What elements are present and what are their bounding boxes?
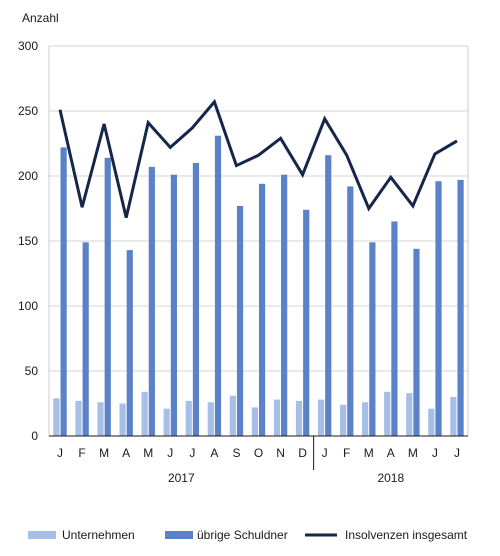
x-tick-label: A	[387, 446, 395, 460]
y-axis-ticks: 0 50 100 150 200 250 300	[18, 39, 38, 443]
bar-unternehmen	[406, 393, 413, 436]
year-labels: 2017 2018	[168, 436, 404, 485]
bar-uebrige-schuldner	[214, 135, 222, 436]
y-tick-label: 250	[18, 104, 38, 118]
bar-uebrige-schuldner	[303, 209, 310, 436]
bar-uebrige-schuldner	[391, 221, 398, 436]
x-tick-label: M	[143, 446, 153, 460]
x-tick-label: F	[78, 446, 85, 460]
bar-unternehmen	[119, 403, 126, 436]
bar-unternehmen	[384, 391, 391, 436]
legend-unternehmen: Unternehmen	[28, 528, 135, 542]
bar-unternehmen	[229, 395, 236, 436]
bar-uebrige-schuldner	[104, 157, 111, 437]
bar-unternehmen	[362, 402, 369, 436]
y-tick-label: 100	[18, 299, 38, 313]
bar-uebrige-schuldner	[457, 179, 464, 436]
x-tick-label: M	[364, 446, 374, 460]
x-tick-label: J	[167, 446, 173, 460]
x-tick-label: J	[57, 446, 63, 460]
bar-uebrige-schuldner	[170, 174, 177, 436]
bar-uebrige-schuldner	[236, 205, 244, 436]
bar-unternehmen	[53, 398, 60, 436]
y-tick-label: 300	[18, 39, 38, 53]
bar-unternehmen	[273, 399, 281, 436]
bar-unternehmen	[295, 400, 303, 436]
legend-swatch	[28, 531, 56, 539]
line-insolvenzen-insgesamt	[58, 98, 458, 218]
x-tick-label: O	[254, 446, 263, 460]
bar-unternehmen	[340, 404, 347, 436]
bar-uebrige-schuldner	[435, 181, 442, 436]
bar-unternehmen	[317, 399, 325, 436]
legend-swatch	[165, 531, 193, 539]
x-tick-label: J	[454, 446, 460, 460]
y-tick-label: 200	[18, 169, 38, 183]
x-tick-label: M	[408, 446, 418, 460]
bar-uebrige-schuldner	[192, 163, 200, 436]
bar-uebrige-schuldner	[60, 147, 67, 436]
x-tick-label: D	[298, 446, 307, 460]
legend-label: Insolvenzen insgesamt	[345, 528, 468, 542]
y-axis-title: Anzahl	[22, 11, 59, 25]
bar-uebrige-schuldner	[347, 186, 354, 436]
bar-uebrige-schuldner	[148, 166, 155, 436]
x-tick-label: M	[99, 446, 109, 460]
total-line-layer	[58, 98, 458, 218]
bar-unternehmen	[97, 402, 104, 436]
bar-unternehmen	[428, 408, 435, 436]
bar-unternehmen	[251, 407, 258, 436]
year-label: 2017	[168, 471, 195, 485]
bar-uebrige-schuldner	[259, 183, 266, 436]
legend-label: übrige Schuldner	[197, 528, 288, 542]
bar-unternehmen	[75, 400, 82, 436]
x-tick-label: N	[276, 446, 285, 460]
bar-uebrige-schuldner	[281, 174, 288, 436]
bar-uebrige-schuldner	[413, 248, 420, 436]
bar-unternehmen	[450, 397, 457, 436]
legend-label: Unternehmen	[62, 528, 135, 542]
bar-uebrige-schuldner	[325, 155, 332, 436]
y-tick-label: 150	[18, 234, 38, 248]
bar-unternehmen	[207, 402, 214, 436]
bar-uebrige-schuldner	[82, 242, 89, 436]
x-tick-label: J	[322, 446, 328, 460]
bar-unternehmen	[185, 400, 192, 436]
x-tick-label: J	[189, 446, 195, 460]
year-label: 2018	[377, 471, 404, 485]
bar-uebrige-schuldner	[126, 250, 133, 436]
legend: Unternehmen übrige Schuldner Insolvenzen i…	[28, 528, 468, 542]
bar-unternehmen	[163, 408, 170, 436]
legend-insolvenzen-insgesamt: Insolvenzen insgesamt	[305, 528, 468, 542]
y-tick-label: 50	[25, 364, 39, 378]
bar-uebrige-schuldner	[369, 242, 376, 436]
x-tick-label: A	[122, 446, 130, 460]
y-tick-label: 0	[31, 429, 38, 443]
bar-unternehmen	[141, 391, 148, 436]
legend-uebrige-schuldner: übrige Schuldner	[165, 528, 288, 542]
x-tick-label: S	[232, 446, 240, 460]
bars	[53, 135, 464, 437]
gridlines	[48, 45, 469, 436]
x-tick-label: F	[343, 446, 350, 460]
x-tick-label: J	[432, 446, 438, 460]
x-tick-label: A	[210, 446, 218, 460]
